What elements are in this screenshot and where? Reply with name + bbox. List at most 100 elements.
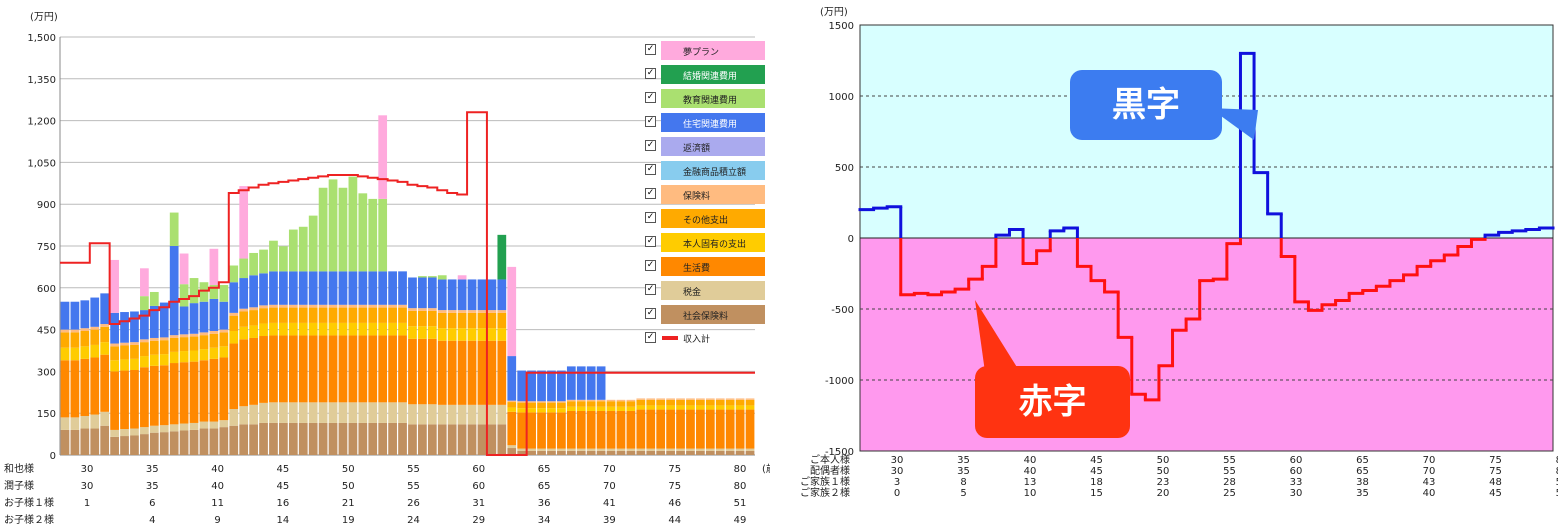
y-tick-label: 450: [37, 326, 56, 337]
age-tick-label: 13: [1024, 477, 1037, 488]
bar-segment: [527, 412, 536, 449]
age-tick-label: 55: [1223, 455, 1236, 466]
bar-segment: [606, 448, 616, 451]
legend-checkbox[interactable]: ✓: [645, 308, 656, 319]
age-tick-label: 60: [472, 481, 485, 492]
bar-segment: [120, 312, 129, 343]
age-tick-label: 20: [1157, 488, 1170, 499]
bar-segment: [537, 408, 546, 413]
age-tick-label: 11: [211, 498, 224, 509]
legend-checkbox[interactable]: ✓: [645, 92, 656, 103]
legend-item[interactable]: ✓ 税金: [643, 280, 767, 304]
legend-label: その他支出: [683, 216, 729, 226]
bar-segment: [80, 328, 90, 331]
legend-item[interactable]: ✓ 金融商品積立額: [643, 160, 767, 184]
bar-segment: [288, 271, 298, 305]
bar-segment: [229, 409, 239, 426]
bar-segment: [338, 402, 348, 423]
age-tick-label: 40: [211, 464, 224, 475]
bar-segment: [557, 402, 566, 409]
bar-segment: [398, 422, 407, 455]
legend-item-income[interactable]: ✓ 収入計: [643, 328, 767, 352]
bar-segment: [298, 304, 308, 308]
bar-segment: [408, 326, 417, 339]
legend-item[interactable]: ✓ その他支出: [643, 208, 767, 232]
bar-segment: [259, 249, 268, 274]
legend-checkbox[interactable]: ✓: [645, 188, 656, 199]
bar-segment: [427, 310, 437, 327]
bar-segment: [656, 405, 666, 410]
age-tick-label: 60: [1290, 455, 1303, 466]
bar-segment: [100, 411, 110, 426]
bar-segment: [507, 402, 517, 408]
bar-segment: [239, 424, 249, 455]
bar-segment: [616, 410, 626, 449]
bar-segment: [80, 428, 90, 455]
age-tick-label: 75: [1489, 466, 1502, 477]
bar-segment: [279, 335, 288, 403]
legend-checkbox[interactable]: ✓: [645, 140, 656, 151]
bar-segment: [169, 431, 179, 455]
bar-segment: [308, 215, 318, 272]
age-tick-label: 16: [277, 498, 290, 509]
legend-item[interactable]: ✓ 社会保険料: [643, 304, 767, 328]
bar-segment: [249, 404, 258, 425]
bar-segment: [189, 278, 199, 304]
bar-segment: [159, 432, 169, 455]
legend-item[interactable]: ✓ 住宅関連費用: [643, 112, 767, 136]
bar-segment: [288, 335, 298, 403]
age-tick-label: 25: [1223, 488, 1236, 499]
legend-checkbox[interactable]: ✓: [645, 44, 656, 55]
bar-segment: [100, 324, 110, 327]
legend-checkbox[interactable]: ✓: [645, 164, 656, 175]
legend-item[interactable]: ✓ 本人固有の支出: [643, 232, 767, 256]
y-tick-label: 1000: [829, 92, 854, 103]
bar-segment: [259, 336, 268, 403]
bar-segment: [219, 427, 229, 455]
age-tick-label: 5: [960, 488, 966, 499]
bar-segment: [388, 271, 397, 305]
legend-checkbox[interactable]: ✓: [645, 116, 656, 127]
legend-checkbox[interactable]: ✓: [645, 236, 656, 247]
legend-checkbox[interactable]: ✓: [645, 212, 656, 223]
legend-swatch: その他支出: [661, 209, 765, 228]
legend-item[interactable]: ✓ 夢プラン: [643, 40, 767, 64]
bar-segment: [596, 366, 606, 400]
legend-checkbox[interactable]: ✓: [645, 332, 656, 343]
bar-segment: [418, 404, 427, 425]
legend-item[interactable]: ✓ 返済額: [643, 136, 767, 160]
bar-segment: [80, 415, 90, 429]
legend-checkbox[interactable]: ✓: [645, 284, 656, 295]
legend-checkbox[interactable]: ✓: [645, 260, 656, 271]
bar-segment: [646, 398, 656, 400]
legend-swatch: 本人固有の支出: [661, 233, 765, 252]
bar-segment: [219, 285, 229, 302]
legend-checkbox[interactable]: ✓: [645, 68, 656, 79]
legend-item[interactable]: ✓ 教育関連費用: [643, 88, 767, 112]
bar-segment: [279, 271, 288, 305]
bar-segment: [418, 276, 427, 278]
bar-segment: [636, 405, 646, 410]
bar-segment: [576, 399, 586, 402]
bar-segment: [179, 284, 189, 307]
bar-segment: [427, 276, 437, 278]
age-tick-label: 8: [960, 477, 966, 488]
legend-item[interactable]: ✓ 結婚関連費用: [643, 64, 767, 88]
legend-item[interactable]: ✓ 生活費: [643, 256, 767, 280]
bar-segment: [219, 346, 229, 358]
bar-segment: [338, 271, 348, 305]
age-tick-label: 4: [149, 515, 155, 526]
bar-segment: [308, 307, 318, 323]
bar-segment: [487, 404, 497, 425]
legend-label: 住宅関連費用: [683, 120, 738, 130]
bar-segment: [418, 338, 427, 405]
bar-segment: [80, 346, 90, 359]
bar-segment: [229, 330, 239, 344]
bar-segment: [566, 450, 576, 455]
bar-segment: [656, 399, 666, 406]
bar-segment: [269, 271, 278, 305]
bar-segment: [378, 402, 388, 423]
legend-swatch: 夢プラン: [661, 41, 765, 60]
bar-segment: [149, 365, 159, 426]
legend-item[interactable]: ✓ 保険料: [643, 184, 767, 208]
